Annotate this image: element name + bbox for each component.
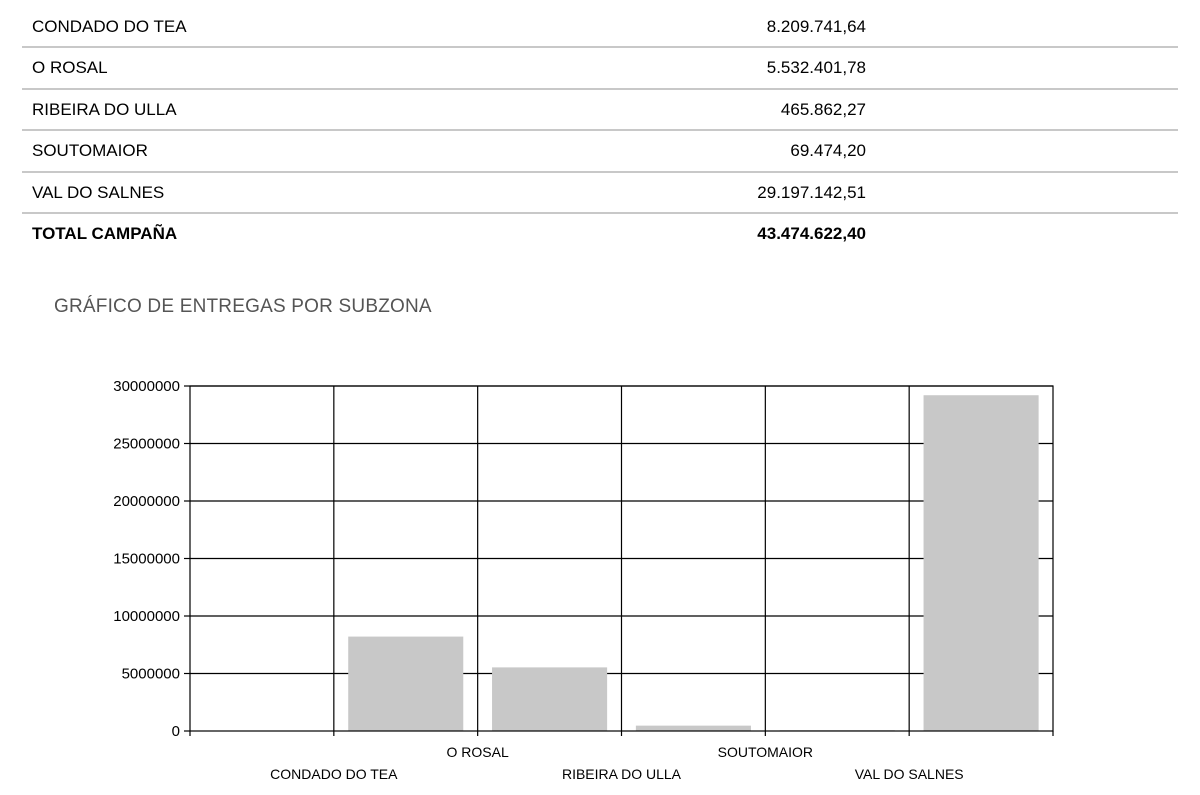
bar: [923, 395, 1039, 731]
subzone-name: VAL DO SALNES: [32, 182, 165, 202]
y-tick-label: 0: [172, 723, 180, 740]
chart-title: GRÁFICO DE ENTREGAS POR SUBZONA: [54, 296, 432, 317]
subzone-value: 29.197.142,51: [757, 182, 866, 202]
subzone-value: 5.532.401,78: [766, 58, 866, 78]
table-row: O ROSAL 5.532.401,78: [22, 48, 1178, 90]
table-row: CONDADO DO TEA 8.209.741,64: [22, 7, 1178, 49]
table-row: SOUTOMAIOR 69.474,20: [22, 131, 1178, 173]
x-category-label: SOUTOMAIOR: [718, 744, 813, 760]
x-category-label: RIBEIRA DO ULLA: [562, 766, 682, 782]
subzone-value: 69.474,20: [790, 141, 866, 161]
subzone-table: CONDADO DO TEA 8.209.741,64 O ROSAL 5.53…: [22, 7, 1178, 255]
subzone-name: O ROSAL: [32, 58, 108, 78]
total-row: TOTAL CAMPAÑA 43.474.622,40: [22, 214, 1178, 255]
table-row: RIBEIRA DO ULLA 465.862,27: [22, 90, 1178, 132]
y-tick-label: 5000000: [122, 666, 180, 683]
subzone-name: RIBEIRA DO ULLA: [32, 99, 177, 119]
subzone-name: SOUTOMAIOR: [32, 141, 148, 161]
x-category-label: VAL DO SALNES: [855, 766, 964, 782]
y-tick-label: 10000000: [113, 608, 180, 625]
bar: [348, 636, 464, 731]
x-category-label: O ROSAL: [447, 744, 509, 760]
subzone-value: 465.862,27: [780, 99, 866, 119]
subzone-name: CONDADO DO TEA: [32, 17, 187, 36]
y-tick-label: 15000000: [113, 551, 180, 568]
y-tick-label: 20000000: [113, 493, 180, 510]
table-row: VAL DO SALNES 29.197.142,51: [22, 173, 1178, 214]
subzone-value: 8.209.741,64: [766, 17, 866, 36]
bar: [635, 725, 751, 731]
total-value: 43.474.622,40: [757, 223, 866, 243]
x-category-label: CONDADO DO TEA: [270, 766, 398, 782]
bar: [492, 667, 608, 731]
y-tick-label: 30000000: [113, 378, 180, 395]
total-label: TOTAL CAMPAÑA: [32, 223, 178, 243]
y-tick-label: 25000000: [113, 436, 180, 453]
